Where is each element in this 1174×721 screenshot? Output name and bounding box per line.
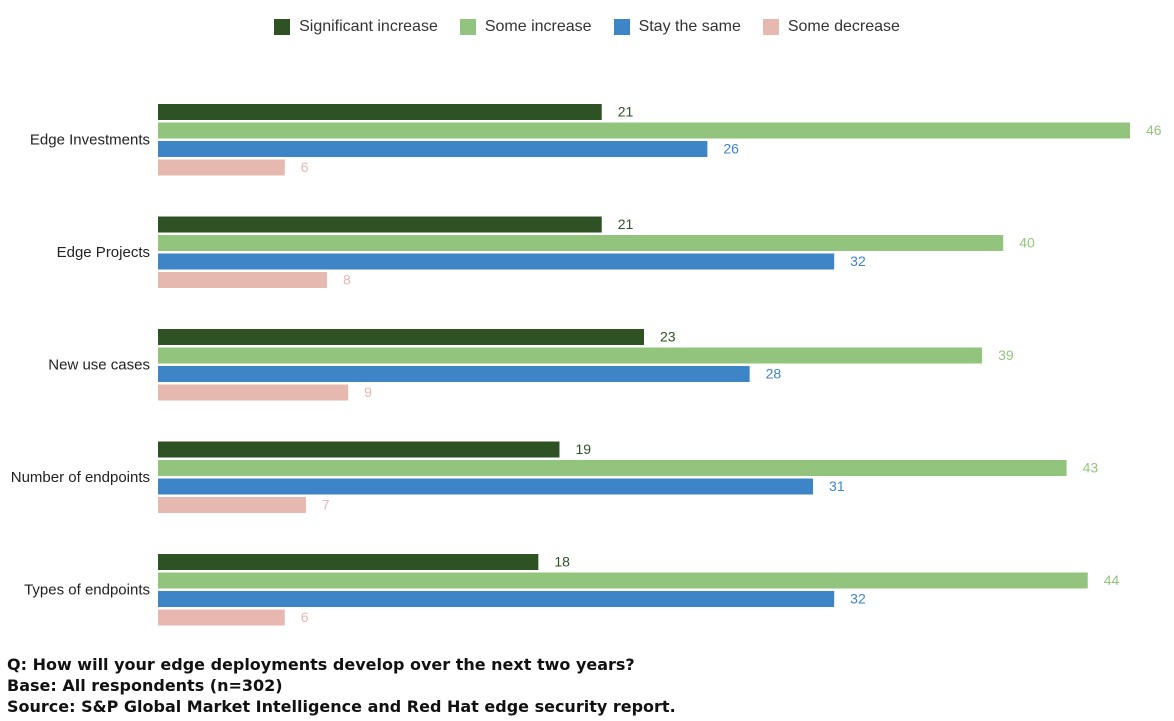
data-label: 28 <box>766 366 782 382</box>
bar <box>158 478 814 495</box>
bar <box>158 104 602 120</box>
bar <box>158 384 349 401</box>
data-label: 6 <box>301 159 309 175</box>
bar <box>158 460 1067 476</box>
data-label: 31 <box>829 478 845 494</box>
bar <box>158 347 983 364</box>
bar <box>158 366 750 382</box>
data-label: 23 <box>660 329 676 345</box>
category-label: Number of endpoints <box>11 469 150 486</box>
bar <box>158 253 835 270</box>
chart-notes: Q: How will your edge deployments develo… <box>7 654 676 717</box>
category-label: Edge Investments <box>30 131 150 148</box>
bar <box>158 609 285 626</box>
chart-legend: Significant increase Some increase Stay … <box>0 18 1174 36</box>
legend-item-some-increase: Some increase <box>459 18 592 36</box>
bar <box>158 554 539 570</box>
base-note: Base: All respondents (n=302) <box>7 676 283 695</box>
legend-item-significant-increase: Significant increase <box>274 18 438 36</box>
bar <box>158 329 644 345</box>
data-label: 32 <box>850 591 866 607</box>
data-label: 9 <box>364 384 372 400</box>
bar <box>158 122 1130 139</box>
legend-label: Significant increase <box>299 18 438 35</box>
bar <box>158 216 602 233</box>
bar <box>158 591 835 607</box>
category-label: New use cases <box>48 356 150 373</box>
data-label: 32 <box>850 253 866 269</box>
legend-label: Stay the same <box>638 18 741 35</box>
bar-chart: Edge Investments 21 46 26 6 Edge Projects 21 40… <box>11 104 1162 626</box>
data-label: 6 <box>301 609 309 625</box>
data-label: 44 <box>1104 572 1120 588</box>
bar <box>158 159 285 176</box>
data-label: 8 <box>343 272 351 288</box>
data-label: 39 <box>998 347 1014 363</box>
legend-swatch <box>274 19 291 35</box>
data-label: 7 <box>322 497 330 513</box>
category-label: Types of endpoints <box>24 581 150 598</box>
bar <box>158 572 1088 589</box>
bar <box>158 272 328 288</box>
data-label: 46 <box>1146 122 1162 138</box>
category-label: Edge Projects <box>57 244 150 261</box>
legend-label: Some decrease <box>787 18 900 35</box>
legend-item-stay-the-same: Stay the same <box>613 18 741 36</box>
data-label: 40 <box>1019 235 1035 251</box>
data-label: 21 <box>618 216 634 232</box>
legend-label: Some increase <box>484 18 592 35</box>
data-label: 26 <box>723 141 739 157</box>
data-label: 19 <box>575 441 591 457</box>
legend-item-some-decrease: Some decrease <box>762 18 900 36</box>
question-note: Q: How will your edge deployments develo… <box>7 655 635 674</box>
bar <box>158 497 306 513</box>
legend-swatch <box>613 19 630 35</box>
legend-swatch <box>459 19 476 35</box>
bar <box>158 441 560 458</box>
data-label: 43 <box>1083 460 1099 476</box>
data-label: 18 <box>554 554 570 570</box>
data-label: 21 <box>618 104 634 120</box>
bar <box>158 141 708 157</box>
source-note: Source: S&P Global Market Intelligence a… <box>7 697 676 716</box>
bar <box>158 235 1004 251</box>
legend-swatch <box>762 19 779 35</box>
